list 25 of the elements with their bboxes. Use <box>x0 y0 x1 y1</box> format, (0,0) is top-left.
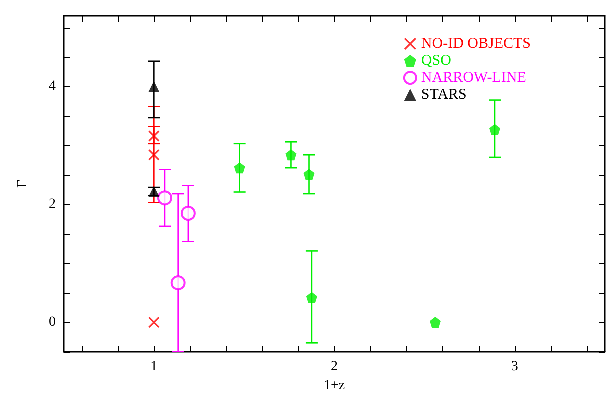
y-tick-label: 0 <box>49 315 56 330</box>
point <box>180 206 196 221</box>
point <box>234 162 246 174</box>
x-axis-title: 1+z <box>324 378 346 394</box>
point <box>148 81 160 92</box>
point <box>148 317 160 328</box>
point <box>430 317 441 328</box>
legend-label: STARS <box>421 87 467 104</box>
point <box>286 150 297 161</box>
x-tick-label: 1 <box>150 360 158 374</box>
x-tick-label: 2 <box>331 360 338 374</box>
legend-label: NO-ID OBJECTS <box>421 36 532 52</box>
legend-label: NARROW-LINE <box>421 70 526 86</box>
y-tick-label: 4 <box>49 79 56 94</box>
point <box>304 169 315 180</box>
point <box>306 292 318 304</box>
point <box>170 276 186 291</box>
point <box>489 124 500 136</box>
legend-label: QSO <box>421 53 452 70</box>
y-tick-label: 2 <box>49 197 56 212</box>
point <box>158 190 172 206</box>
y-axis-title: Γ <box>16 180 30 188</box>
point <box>148 150 160 161</box>
x-tick-label: 3 <box>511 360 518 374</box>
point <box>148 130 160 142</box>
